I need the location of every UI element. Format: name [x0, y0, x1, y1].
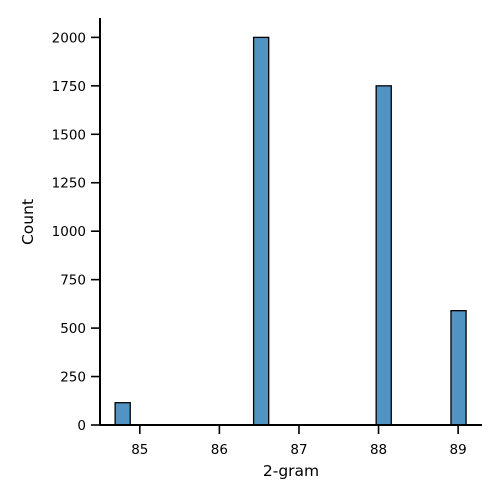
- y-tick-label: 1500: [52, 127, 86, 143]
- histogram-bar-0: [114, 402, 131, 426]
- histogram-bar-3: [450, 310, 467, 426]
- y-axis-label: Count: [19, 199, 37, 245]
- x-tick-label: 85: [131, 442, 148, 458]
- bars-layer: [114, 36, 467, 426]
- x-tick-label: 88: [370, 442, 387, 458]
- x-tick-label: 87: [290, 442, 307, 458]
- x-axis-label: 2-gram: [263, 462, 319, 480]
- y-tick-label: 0: [77, 418, 86, 434]
- histogram-bar-1: [252, 36, 270, 426]
- x-tick-label: 89: [450, 442, 467, 458]
- y-tick-label: 1750: [52, 79, 86, 95]
- y-tick-label: 750: [60, 273, 86, 289]
- y-axis-ticks: 0 250 500 750 1000 1250 1500 1750 2000: [52, 30, 100, 434]
- y-tick-label: 500: [60, 321, 86, 337]
- y-tick-label: 250: [60, 370, 86, 386]
- y-tick-label: 1000: [52, 224, 86, 240]
- x-axis-ticks: 85 86 87 88 89: [131, 425, 467, 458]
- y-tick-label: 1250: [52, 176, 86, 192]
- y-tick-label: 2000: [52, 30, 86, 46]
- x-tick-label: 86: [211, 442, 228, 458]
- histogram-bar-2: [375, 85, 392, 426]
